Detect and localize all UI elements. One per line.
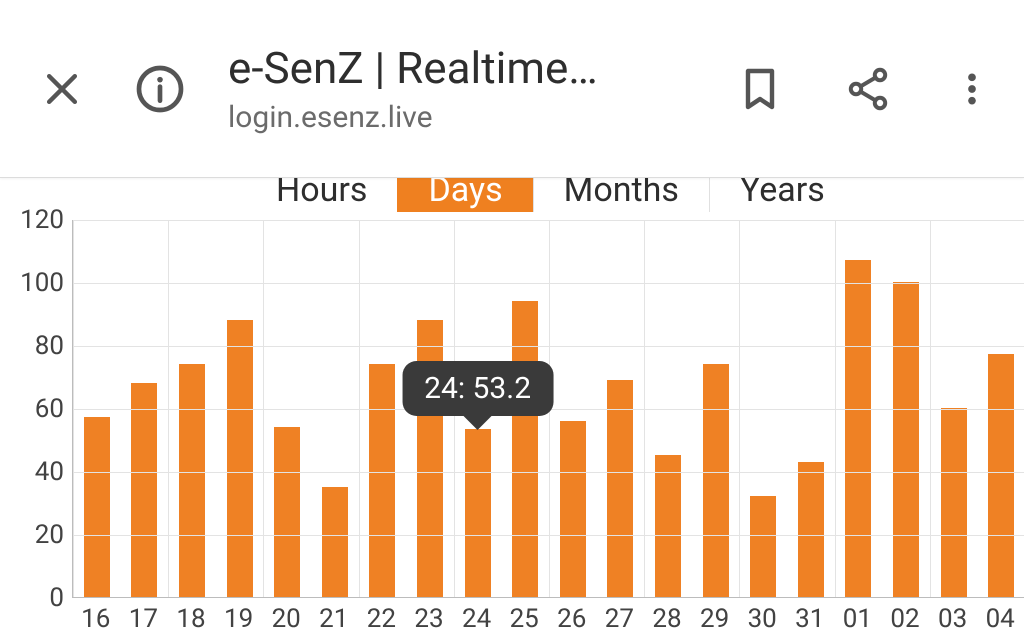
- chart-bar[interactable]: [369, 364, 395, 597]
- close-icon[interactable]: [40, 67, 84, 111]
- x-tick-label: 28: [652, 604, 681, 634]
- chart-bar[interactable]: [988, 354, 1014, 597]
- x-tick-label: 31: [795, 604, 824, 634]
- y-tick-label: 60: [35, 394, 64, 424]
- chart-bar[interactable]: [655, 455, 681, 597]
- x-tick-label: 02: [890, 604, 919, 634]
- chart-bar[interactable]: [84, 417, 110, 597]
- x-tick-label: 24: [462, 604, 491, 634]
- v-gridline: [930, 220, 931, 597]
- v-gridline: [263, 220, 264, 597]
- y-tick-label: 20: [35, 520, 64, 550]
- x-tick-label: 25: [510, 604, 539, 634]
- v-gridline: [168, 220, 169, 597]
- x-tick-label: 04: [986, 604, 1015, 634]
- v-gridline: [835, 220, 836, 597]
- page-title: e-SenZ | Realtime…: [228, 42, 712, 94]
- chart-bar[interactable]: [560, 421, 586, 597]
- chart-bar[interactable]: [465, 429, 491, 597]
- site-info-icon[interactable]: [132, 61, 188, 117]
- v-gridline: [73, 220, 74, 597]
- v-gridline: [359, 220, 360, 597]
- chart-bar[interactable]: [179, 364, 205, 597]
- chart-bar[interactable]: [227, 320, 253, 597]
- x-tick-label: 26: [557, 604, 586, 634]
- x-tick-label: 19: [224, 604, 253, 634]
- chart-x-axis: 16 17 18 19 20 21 22 23 24 25 26 27 28 29 30 31 01 02 03 04: [72, 598, 1024, 642]
- x-tick-label: 03: [938, 604, 967, 634]
- y-tick-label: 40: [35, 457, 64, 487]
- x-tick-label: 20: [272, 604, 301, 634]
- x-tick-label: 30: [748, 604, 777, 634]
- chart-bar[interactable]: [322, 487, 348, 597]
- url-title-group[interactable]: e-SenZ | Realtime… login.esenz.live: [228, 42, 712, 135]
- v-gridline: [644, 220, 645, 597]
- x-tick-label: 18: [176, 604, 205, 634]
- y-tick-label: 80: [35, 331, 64, 361]
- x-tick-label: 27: [605, 604, 634, 634]
- overflow-menu-icon[interactable]: [952, 65, 992, 113]
- x-tick-label: 29: [700, 604, 729, 634]
- chart-bar[interactable]: [798, 462, 824, 597]
- x-tick-label: 21: [319, 604, 348, 634]
- v-gridline: [739, 220, 740, 597]
- x-tick-label: 16: [81, 604, 110, 634]
- x-tick-label: 01: [843, 604, 872, 634]
- usage-bar-chart: 020406080100120 24: 53.2 161718192021222…: [0, 220, 1024, 642]
- chart-bar[interactable]: [750, 496, 776, 597]
- chart-bar[interactable]: [703, 364, 729, 597]
- chart-bar[interactable]: [845, 260, 871, 597]
- y-tick-label: 120: [20, 205, 64, 235]
- page-subtitle: login.esenz.live: [228, 100, 712, 135]
- chart-bar[interactable]: [274, 427, 300, 597]
- chart-bar[interactable]: [607, 380, 633, 597]
- bookmark-icon[interactable]: [736, 65, 784, 113]
- browser-toolbar: e-SenZ | Realtime… login.esenz.live: [0, 0, 1024, 178]
- share-icon[interactable]: [844, 65, 892, 113]
- chart-y-axis: 020406080100120: [0, 220, 72, 598]
- chart-tooltip: 24: 53.2: [402, 361, 553, 416]
- x-tick-label: 23: [414, 604, 443, 634]
- chart-bar[interactable]: [131, 383, 157, 597]
- y-tick-label: 0: [49, 583, 64, 613]
- x-tick-label: 22: [367, 604, 396, 634]
- chart-bar[interactable]: [941, 408, 967, 597]
- chart-plot-area: 24: 53.2: [72, 220, 1024, 598]
- x-tick-label: 17: [129, 604, 158, 634]
- chart-bar[interactable]: [893, 282, 919, 597]
- y-tick-label: 100: [20, 268, 64, 298]
